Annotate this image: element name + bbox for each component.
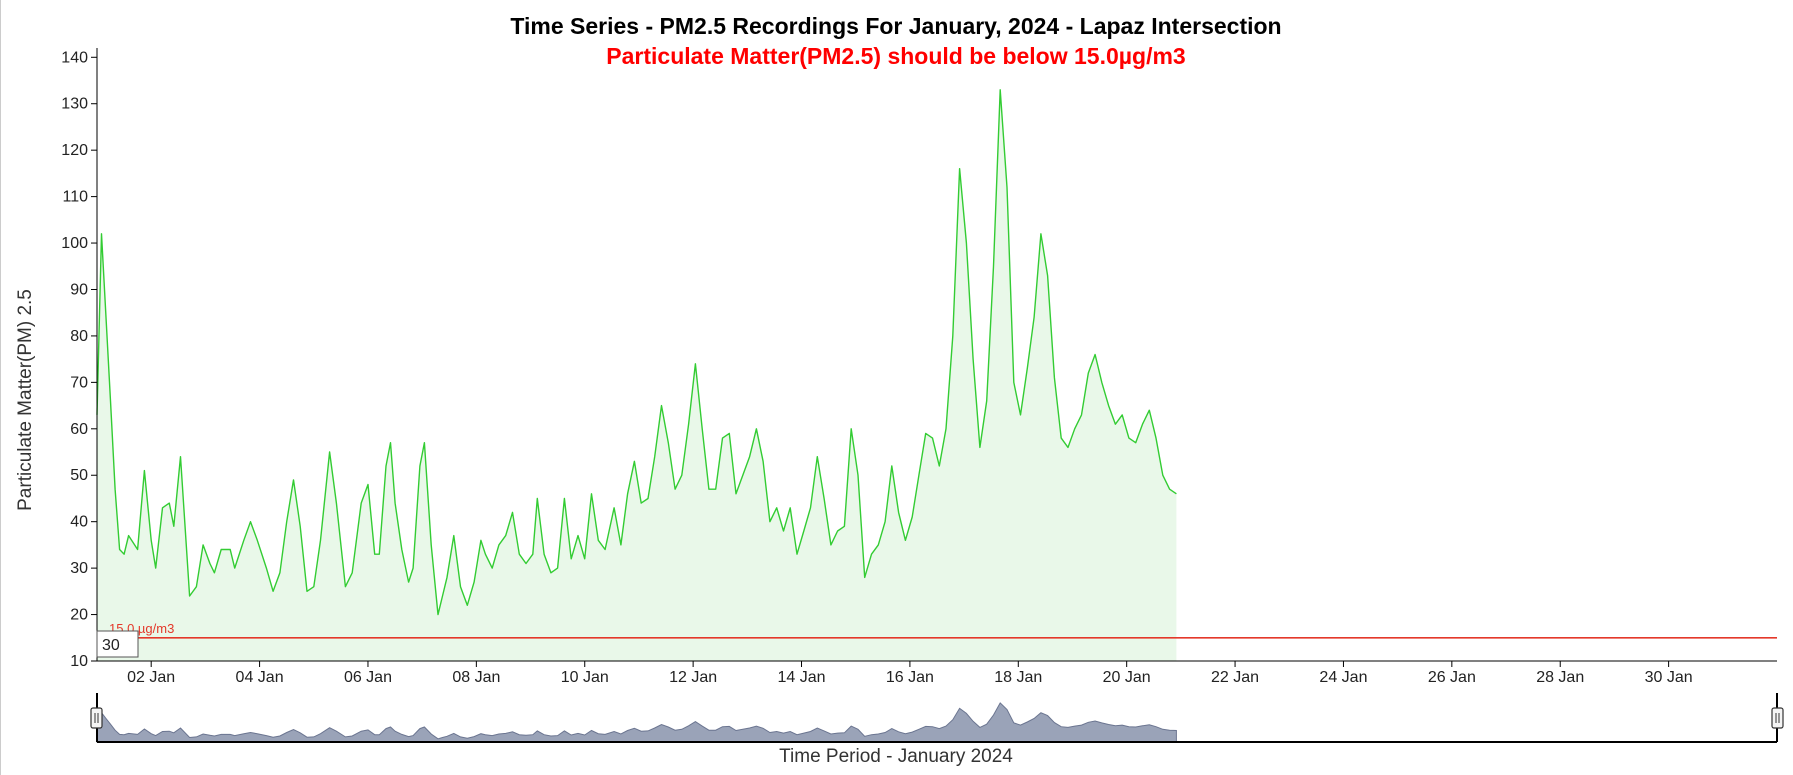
- x-tick-label: 24 Jan: [1319, 669, 1367, 686]
- range-handle-right[interactable]: [1771, 707, 1784, 729]
- y-tick-label: 10: [70, 653, 88, 670]
- x-tick-label: 10 Jan: [561, 669, 609, 686]
- y-tick-label: 90: [70, 281, 88, 298]
- x-tick-label: 16 Jan: [886, 669, 934, 686]
- range-handle-left[interactable]: [90, 707, 103, 729]
- chart-title: Time Series - PM2.5 Recordings For Janua…: [510, 13, 1281, 39]
- x-tick-label: 26 Jan: [1428, 669, 1476, 686]
- x-tick-label: 08 Jan: [452, 669, 500, 686]
- plot-area[interactable]: [96, 89, 1177, 662]
- x-tick-label: 06 Jan: [344, 669, 392, 686]
- x-tick-label: 22 Jan: [1211, 669, 1259, 686]
- y-tick-label: 120: [61, 142, 88, 159]
- y-tick-label: 140: [61, 49, 88, 66]
- x-axis: 02 Jan 04 Jan 06 Jan 08 Jan 10 Jan 12 Jan 14 J…: [97, 660, 1777, 686]
- series-area: [97, 89, 1177, 662]
- y-tick-label: 30: [70, 560, 88, 577]
- x-tick-label: 02 Jan: [127, 669, 175, 686]
- y-tick-label: 70: [70, 374, 88, 391]
- range-selector[interactable]: [90, 693, 1784, 743]
- y-axis: 10 20 30 40 50 60 70 80 90 100 110 120 130 140: [61, 48, 98, 670]
- x-tick-label: 20 Jan: [1103, 669, 1151, 686]
- page-left-border: [0, 0, 1, 775]
- y-tick-label: 40: [70, 514, 88, 531]
- y-tick-label: 20: [70, 607, 88, 624]
- x-axis-title: Time Period - January 2024: [779, 746, 1013, 767]
- x-tick-label: 12 Jan: [669, 669, 717, 686]
- y-axis-title: Particulate Matter(PM) 2.5: [15, 289, 36, 511]
- x-tick-label: 14 Jan: [777, 669, 825, 686]
- rolling-period-value: 30: [102, 637, 120, 654]
- y-tick-label: 100: [61, 235, 88, 252]
- x-tick-label: 28 Jan: [1536, 669, 1584, 686]
- y-tick-label: 80: [70, 328, 88, 345]
- rolling-period-input[interactable]: 30: [96, 630, 139, 658]
- y-tick-label: 110: [62, 189, 88, 206]
- series-line: [96, 89, 1177, 616]
- x-tick-label: 18 Jan: [994, 669, 1042, 686]
- y-tick-label: 60: [70, 421, 88, 438]
- y-tick-label: 50: [70, 467, 88, 484]
- range-selector-overview-area: [96, 702, 1177, 743]
- x-tick-label: 30 Jan: [1645, 669, 1693, 686]
- chart-subtitle: Particulate Matter(PM2.5) should be belo…: [606, 43, 1185, 69]
- x-tick-label: 04 Jan: [236, 669, 284, 686]
- y-tick-label: 130: [61, 96, 88, 113]
